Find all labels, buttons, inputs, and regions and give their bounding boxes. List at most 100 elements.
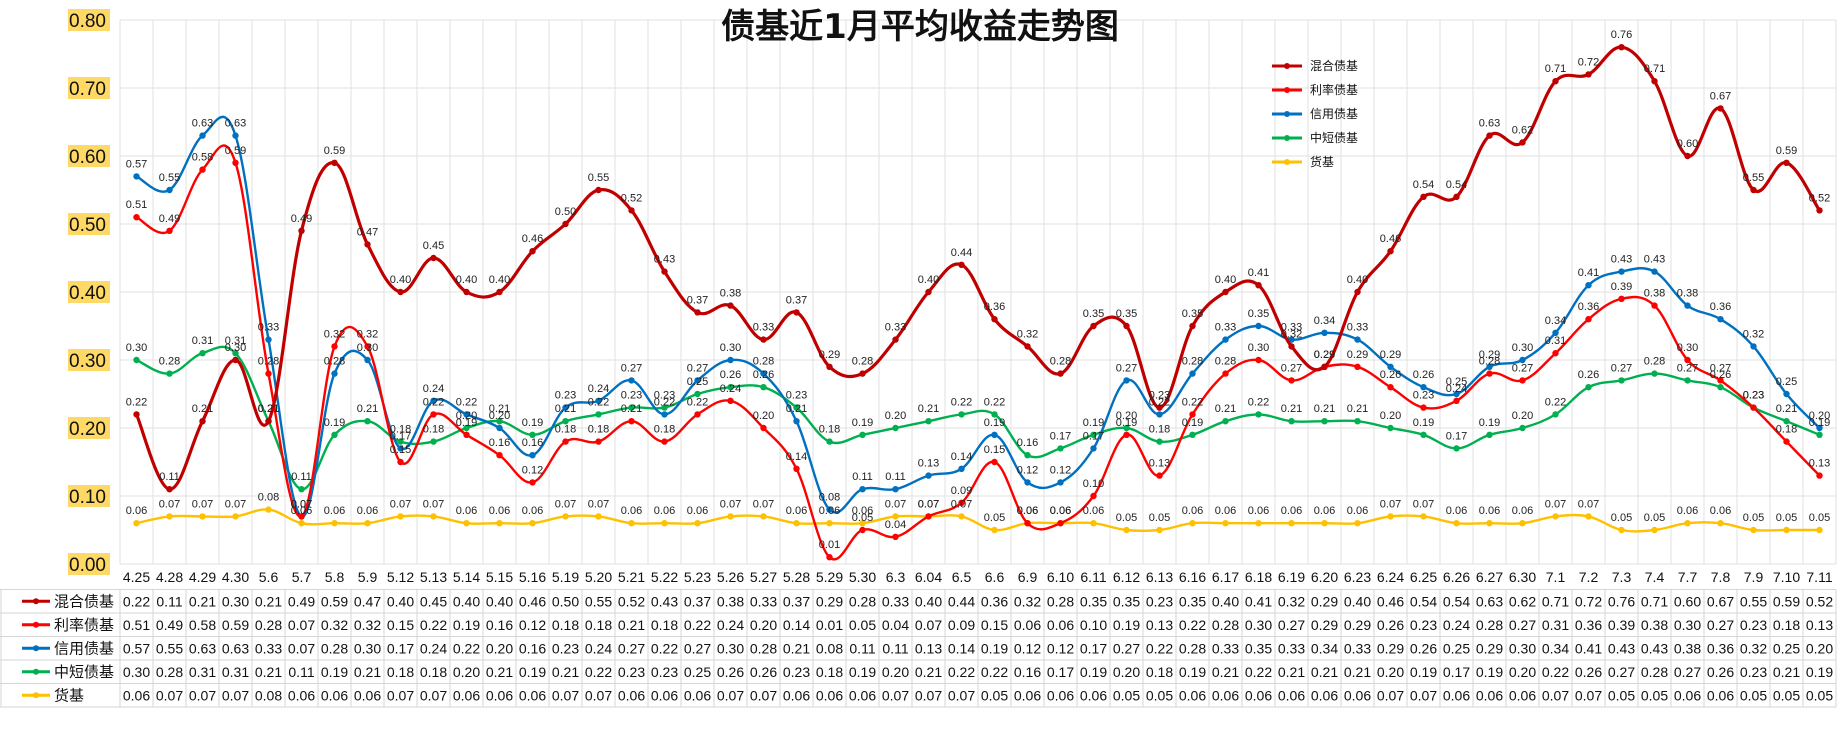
table-cell: 0.55 [1740,593,1767,609]
table-cell: 0.21 [1311,664,1338,680]
data-label: 0.24 [1446,383,1467,395]
x-tick-label: 5.9 [358,569,378,585]
data-point [1618,268,1625,275]
data-label: 0.26 [1413,369,1434,381]
series-lines [133,44,1823,561]
data-label: 0.35 [1083,308,1104,320]
table-cell: 0.40 [1212,593,1239,609]
table-cell: 0.18 [552,617,579,633]
data-point [199,350,206,357]
data-point [892,336,899,343]
data-point [166,186,173,194]
data-point [331,370,338,377]
data-label: 0.06 [456,505,477,517]
data-point [1123,322,1130,330]
data-label: 0.06 [1182,505,1203,517]
data-point [1453,445,1460,452]
data-label: 0.10 [1083,478,1104,490]
data-label: 0.23 [1149,390,1170,402]
data-point [1420,384,1427,391]
data-label: 0.38 [720,288,741,300]
legend-label: 混合债基 [1310,58,1358,73]
x-tick-label: 6.24 [1377,569,1404,585]
data-label: 0.22 [951,396,972,408]
data-label: 0.63 [1479,118,1500,130]
table-cell: 0.06 [288,687,315,703]
data-point [1783,418,1790,425]
data-label: 0.06 [489,505,510,517]
table-cell: 0.17 [1047,664,1074,680]
data-label: 0.23 [1743,390,1764,402]
data-label: 0.06 [1215,505,1236,517]
data-point [826,554,833,561]
data-label: 0.37 [687,294,708,306]
table-cell: 0.21 [1773,664,1800,680]
data-label: 0.22 [456,396,477,408]
data-label: 0.24 [720,383,741,395]
data-point [694,411,701,418]
table-cell: 0.21 [255,593,282,609]
table-cell: 0.05 [1773,687,1800,703]
table-cell: 0.18 [1146,664,1173,680]
data-label: 0.22 [1149,396,1170,408]
data-label: 0.33 [1215,322,1236,334]
data-label: 0.21 [357,403,378,415]
data-point [661,438,668,445]
table-cell: 0.06 [1047,617,1074,633]
data-label: 0.30 [357,342,378,354]
data-label: 0.18 [423,424,444,436]
data-point [166,486,173,493]
data-label: 0.18 [819,424,840,436]
data-label: 0.07 [951,498,972,510]
data-point [1717,520,1724,527]
x-tick-label: 6.17 [1212,569,1239,585]
table-cell: 0.31 [222,664,249,680]
table-cell: 0.28 [1179,640,1206,656]
x-tick-label: 6.12 [1113,569,1140,585]
table-cell: 0.33 [750,593,777,609]
data-label: 0.29 [1314,349,1335,361]
x-tick-label: 6.3 [886,569,906,585]
data-point [1354,288,1361,296]
data-label: 0.18 [1149,424,1170,436]
table-cell: 0.23 [1410,617,1437,633]
data-label: 0.06 [1050,505,1071,517]
table-cell: 0.22 [585,664,612,680]
data-point [661,520,668,527]
data-point [430,438,437,445]
data-point [1057,520,1064,527]
data-point [397,438,404,445]
data-label: 0.05 [1743,512,1764,524]
data-point [1684,377,1691,384]
data-label: 0.28 [1050,356,1071,368]
table-cell: 0.07 [717,687,744,703]
data-label: 0.20 [1116,410,1137,422]
data-label: 0.20 [753,410,774,422]
data-point [463,431,470,438]
data-label: 0.58 [192,152,213,164]
data-label: 0.06 [1710,505,1731,517]
data-point [265,370,272,377]
table-cell: 0.06 [1476,687,1503,703]
data-label: 0.26 [1710,369,1731,381]
table-cell: 0.17 [1443,664,1470,680]
grid [119,19,1837,565]
data-label: 0.29 [1314,349,1335,361]
data-label: 0.38 [1677,288,1698,300]
data-point [925,472,932,479]
data-point [991,431,998,438]
data-point [1057,479,1064,486]
data-label: 0.15 [984,444,1005,456]
data-point [232,350,239,357]
data-label: 0.21 [555,403,576,415]
x-tick-label: 6.10 [1047,569,1074,585]
table-cell: 0.19 [1806,664,1833,680]
table-cell: 0.26 [1410,640,1437,656]
legend-marker [1284,135,1290,141]
table-cell: 0.26 [717,664,744,680]
data-point [1387,248,1394,255]
data-point [364,356,371,364]
data-label: 0.49 [291,213,312,225]
data-label: 0.07 [1413,498,1434,510]
data-label: 0.05 [1611,512,1632,524]
